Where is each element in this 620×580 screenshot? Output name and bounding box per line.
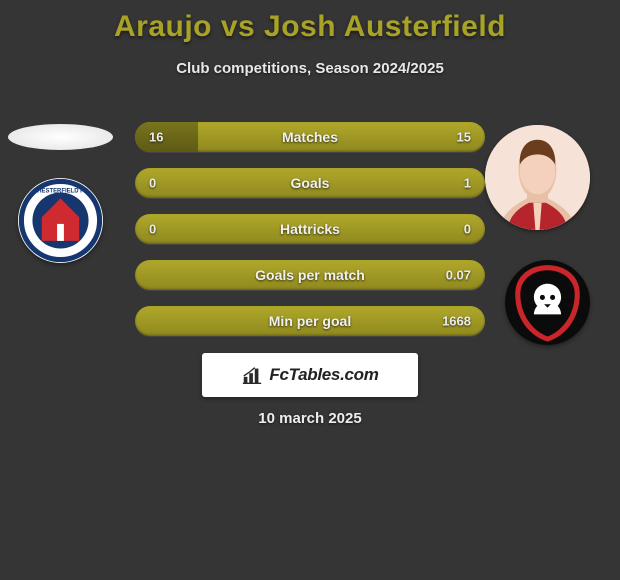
comparison-date: 10 march 2025 — [0, 410, 620, 427]
stat-row-min-per-goal: Min per goal 1668 — [135, 306, 485, 336]
stat-label: Matches — [282, 129, 338, 145]
player1-club-badge: CHESTERFIELD FC — [18, 178, 103, 263]
fctables-promo[interactable]: FcTables.com — [202, 353, 418, 397]
player2-club-badge — [505, 260, 590, 345]
svg-text:CHESTERFIELD FC: CHESTERFIELD FC — [33, 188, 89, 194]
stat-label: Hattricks — [280, 221, 340, 237]
stat-fill-left — [135, 122, 198, 152]
stat-value-left: 16 — [149, 130, 163, 145]
stat-value-right: 0.07 — [446, 268, 471, 283]
comparison-title: Araujo vs Josh Austerfield — [0, 0, 620, 44]
promo-text: FcTables.com — [269, 365, 378, 385]
bar-chart-icon — [241, 364, 263, 386]
stats-panel: 16 Matches 15 0 Goals 1 0 Hattricks 0 Go… — [135, 122, 485, 352]
stat-value-right: 1668 — [442, 314, 471, 329]
stat-row-hattricks: 0 Hattricks 0 — [135, 214, 485, 244]
stat-value-left: 0 — [149, 176, 156, 191]
stat-label: Goals per match — [255, 267, 365, 283]
stat-row-goals: 0 Goals 1 — [135, 168, 485, 198]
stat-value-right: 15 — [457, 130, 471, 145]
stat-label: Min per goal — [269, 313, 351, 329]
player1-photo — [8, 124, 113, 150]
stat-value-right: 0 — [464, 222, 471, 237]
player2-photo — [485, 125, 590, 230]
stat-label: Goals — [291, 175, 330, 191]
stat-row-goals-per-match: Goals per match 0.07 — [135, 260, 485, 290]
stat-value-right: 1 — [464, 176, 471, 191]
comparison-subtitle: Club competitions, Season 2024/2025 — [0, 60, 620, 77]
stat-value-left: 0 — [149, 222, 156, 237]
stat-row-matches: 16 Matches 15 — [135, 122, 485, 152]
